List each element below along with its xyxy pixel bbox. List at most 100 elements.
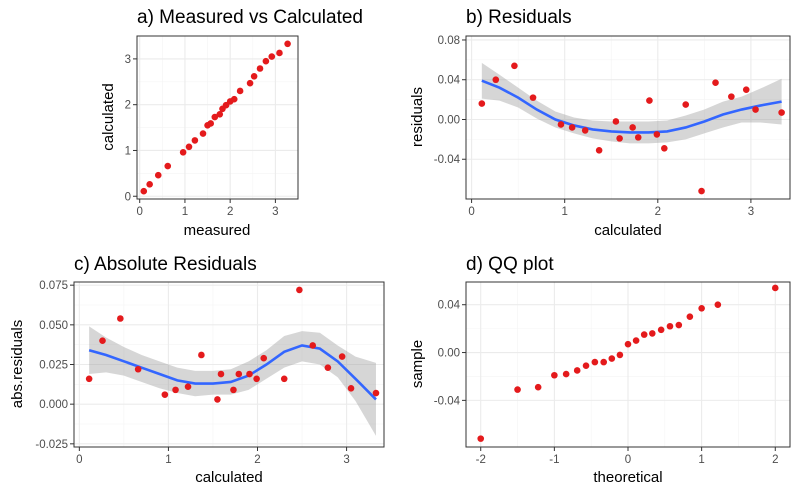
data-point [649,330,656,337]
data-point [207,120,215,127]
data-point [581,127,589,134]
panel-d-grid [466,282,790,447]
panel-b-grid [466,36,790,199]
y-tick-label: 0 [125,191,131,203]
x-tick-label: 1 [561,206,567,218]
data-point [230,386,237,394]
x-tick-label: 1 [165,454,171,466]
data-point [184,383,192,391]
data-point [246,370,253,378]
data-point [534,383,542,391]
panel-c-smooth-line [88,344,377,401]
data-point [612,118,620,125]
data-point [698,305,705,312]
data-point [372,389,380,397]
panel-a-ylabel: calculated [100,83,117,151]
data-point [179,148,187,156]
data-point [686,313,694,320]
data-point [634,134,642,141]
data-point [338,353,346,360]
y-tick-label: 2 [125,100,131,112]
data-point [235,370,243,378]
data-point [99,337,106,345]
x-tick-label: 2 [227,206,233,218]
data-point [698,187,705,195]
data-point [557,121,565,128]
data-point [675,321,683,329]
data-point [573,367,581,374]
data-point [134,365,142,373]
data-point [216,110,224,118]
data-point [477,435,485,442]
panel-b-smooth-line [481,79,782,134]
data-point [164,162,172,170]
data-point [514,386,521,393]
panel-a-title: a) Measured vs Calculated [137,7,363,28]
x-tick-label: -2 [476,454,486,466]
data-point [492,76,500,84]
data-point [217,370,225,378]
data-point [529,94,537,101]
panel-d-ylabel: sample [409,340,426,388]
panel-c-ticks: 0 1 2 3 -0.025 0.000 0.025 0.050 0.075 [35,280,349,466]
data-point [117,315,124,322]
panel-c: 0 1 2 3 -0.025 0.000 0.025 0.050 0.075 c) Absolu… [9,254,385,486]
panel-b-frame [465,35,791,200]
panel-b-background [466,36,790,199]
panel-d-title: d) QQ plot [466,254,554,275]
panel-c-ylabel: abs.residuals [9,320,26,408]
data-point [296,286,303,294]
x-tick-label: -1 [549,454,559,466]
data-point [771,284,779,292]
panel-d: -2 -1 0 1 2 -0.04 0.00 0.04 d) QQ plot theoreti… [409,254,791,486]
x-tick-label: 2 [772,454,778,466]
data-point [280,375,288,383]
y-tick-label: 1 [125,145,131,157]
data-point [582,362,590,369]
data-point [268,53,276,60]
y-tick-label: 0.00 [438,348,460,360]
y-tick-label: 0.000 [39,399,68,411]
data-point [778,109,785,116]
panel-b-confidence-band [481,62,782,144]
data-point [347,384,355,392]
data-point [728,93,735,100]
data-point [85,375,93,383]
x-tick-label: 1 [698,454,704,466]
panel-c-points [85,286,380,403]
data-point [629,124,636,131]
panel-d-xlabel: theoretical [593,469,662,486]
data-point [616,351,624,359]
panel-b-title: b) Residuals [466,7,572,28]
data-point [211,113,219,121]
data-point [198,351,205,359]
data-point [214,396,221,403]
y-tick-label: 3 [125,54,131,66]
data-point [309,342,317,349]
data-point [595,146,603,154]
panel-d-points [477,284,779,442]
data-point [666,322,674,330]
data-point [632,337,640,344]
data-point [640,331,648,338]
data-point [199,130,207,137]
data-point [185,143,193,151]
data-point [511,62,518,70]
data-point [276,49,283,57]
panel-a-points [140,40,291,195]
data-point [657,326,665,334]
panel-c-xlabel: calculated [195,469,263,486]
data-point [250,72,258,80]
data-point [256,65,264,72]
data-point [284,40,291,48]
data-point [140,187,148,195]
y-tick-label: 0.04 [438,300,461,312]
data-point [591,358,599,366]
data-point [742,86,750,93]
panel-b-ylabel: residuals [409,87,426,147]
panel-a-frame [136,35,299,200]
y-tick-label: 0.025 [39,360,68,372]
data-point [260,354,268,362]
data-point [616,135,623,142]
